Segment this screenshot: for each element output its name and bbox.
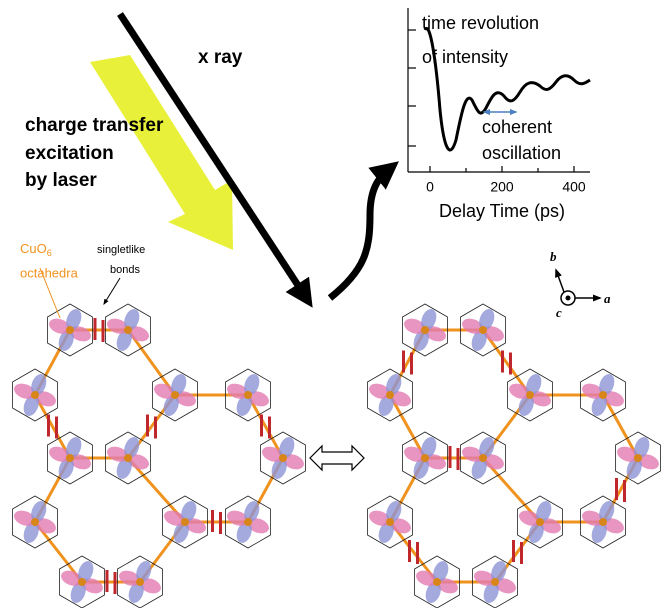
laser-label: by laser bbox=[25, 170, 97, 191]
cu-atom bbox=[433, 578, 441, 586]
cu-atom bbox=[421, 454, 429, 462]
crystal-axes: b a c bbox=[550, 249, 611, 320]
material-label: CuO6 bbox=[20, 241, 52, 258]
cu-atom bbox=[279, 454, 287, 462]
material-label: octahedra bbox=[20, 265, 79, 280]
x-tick-label: 0 bbox=[426, 179, 434, 195]
cu-atom bbox=[66, 454, 74, 462]
cu-atom bbox=[66, 326, 74, 334]
cu-atom bbox=[421, 326, 429, 334]
cu-atom bbox=[491, 578, 499, 586]
cu-atom bbox=[136, 578, 144, 586]
inset-title: of intensity bbox=[422, 47, 508, 67]
cu-atom bbox=[479, 326, 487, 334]
curved-arrow bbox=[330, 170, 388, 298]
axis-c: c bbox=[556, 305, 562, 320]
cu-atom bbox=[634, 454, 642, 462]
cu-atom bbox=[31, 391, 39, 399]
inset-title: time revolution bbox=[422, 13, 539, 33]
laser-label: excitation bbox=[25, 143, 114, 164]
cu-atom bbox=[244, 518, 252, 526]
axis-a: a bbox=[604, 291, 611, 306]
double-arrow bbox=[310, 446, 364, 470]
cu-atom bbox=[124, 326, 132, 334]
bonds-label: bonds bbox=[110, 264, 140, 276]
laser-label: charge transfer bbox=[25, 115, 164, 136]
xray-label: x ray bbox=[198, 47, 243, 68]
annotation: oscillation bbox=[482, 143, 561, 163]
figure: time revolution of intensity coherent os… bbox=[0, 0, 672, 608]
cu-atom bbox=[124, 454, 132, 462]
x-label: Delay Time (ps) bbox=[439, 201, 565, 221]
inset-chart: time revolution of intensity coherent os… bbox=[408, 8, 590, 221]
annotation: coherent bbox=[482, 117, 552, 137]
x-tick-label: 200 bbox=[490, 179, 514, 195]
subscript: 6 bbox=[47, 248, 52, 258]
cu-atom bbox=[181, 518, 189, 526]
cu-atom bbox=[78, 578, 86, 586]
cu-atom bbox=[479, 454, 487, 462]
bonds-label: singletlike bbox=[97, 244, 145, 256]
cu-atom bbox=[599, 518, 607, 526]
cu-atom bbox=[536, 518, 544, 526]
axis-b: b bbox=[550, 249, 557, 264]
cu-atom bbox=[386, 518, 394, 526]
cu-atom bbox=[244, 391, 252, 399]
cu-atom bbox=[526, 391, 534, 399]
cu-atom bbox=[171, 391, 179, 399]
cu-atom bbox=[599, 391, 607, 399]
cu-atom bbox=[31, 518, 39, 526]
cu-atom bbox=[386, 391, 394, 399]
formula: CuO bbox=[20, 241, 47, 256]
bonds-pointer bbox=[104, 278, 120, 304]
x-tick-label: 400 bbox=[562, 179, 586, 195]
